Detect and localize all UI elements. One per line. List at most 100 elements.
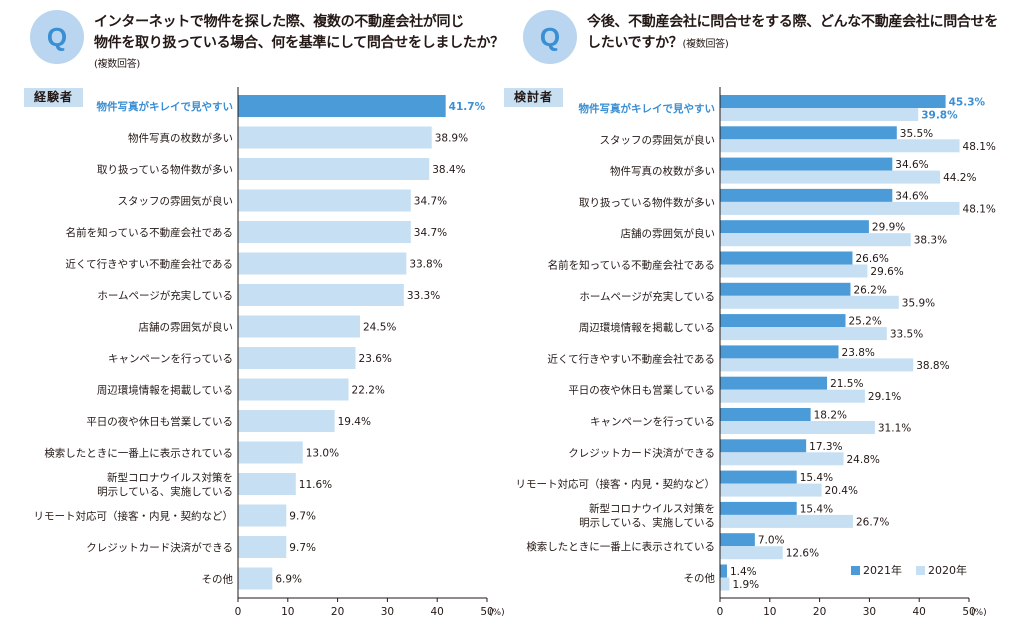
category-label: 明示している、実施している — [579, 516, 715, 529]
bar — [720, 564, 727, 578]
bar — [720, 483, 822, 497]
data-label: 38.9% — [435, 133, 468, 145]
bar — [238, 284, 404, 306]
legend-item-2021: 2021年 — [851, 562, 902, 578]
bar — [720, 233, 911, 247]
chart-right: 物件写真がキレイで見やすい 45.3%39.8% スタッフの雰囲気が良い 35.5% 4… — [516, 87, 996, 618]
data-label: 12.6% — [786, 548, 819, 560]
bar — [720, 95, 946, 108]
x-tick-label: 20 — [813, 606, 826, 618]
bar — [720, 470, 797, 484]
question-line2: 物件を取り扱っている場合、何を基準にして問合せをしましたか？ — [94, 35, 504, 51]
category-label: 取り扱っている物件数が多い — [97, 163, 233, 176]
question-note: (複数回答) — [94, 59, 141, 70]
bar — [720, 421, 875, 434]
data-label: 13.0% — [306, 448, 339, 460]
bar — [238, 504, 287, 527]
x-tick-label: 30 — [381, 606, 394, 618]
bar — [238, 315, 361, 338]
data-label: 41.7% — [449, 101, 486, 113]
data-label: 26.2% — [853, 284, 886, 296]
category-label: 周辺環境情報を掲載している — [579, 321, 715, 334]
category-label: クレジットカード決済ができる — [568, 446, 715, 459]
question-line1: インターネットで物件を探した際、複数の不動産会社が同じ — [94, 14, 464, 30]
data-label: 25.2% — [848, 316, 881, 328]
category-label: 物件写真がキレイで見やすい — [579, 102, 716, 115]
category-label: スタッフの雰囲気が良い — [600, 133, 716, 146]
category-label: 検索したときに一番上に表示されている — [44, 447, 233, 460]
legend-label-2020: 2020年 — [928, 564, 967, 577]
data-label: 38.4% — [432, 164, 465, 176]
x-tick-label: 0 — [717, 606, 724, 618]
bar — [238, 473, 296, 495]
data-label: 23.6% — [359, 353, 392, 365]
bar — [720, 126, 897, 140]
bar — [720, 170, 941, 184]
question-badge-left: Q — [30, 10, 84, 64]
bar — [238, 410, 335, 432]
category-label: 店舗の雰囲気が良い — [139, 321, 234, 334]
x-axis-unit: (%) — [489, 608, 505, 618]
bar — [720, 201, 960, 215]
category-label: 近くて行きやすい不動産会社である — [65, 258, 233, 271]
bar — [238, 441, 303, 464]
bar — [720, 327, 887, 341]
bar — [720, 314, 846, 328]
data-label: 24.5% — [363, 322, 396, 334]
bar — [238, 347, 356, 369]
bar — [720, 157, 893, 171]
data-label: 23.8% — [842, 347, 875, 359]
x-tick-label: 40 — [913, 606, 926, 618]
bar — [720, 501, 797, 515]
category-label: スタッフの雰囲気が良い — [118, 195, 234, 208]
bar — [238, 567, 273, 590]
data-label: 20.4% — [825, 485, 858, 497]
bar — [238, 221, 411, 243]
question-badge-right: Q — [523, 10, 577, 64]
bar — [720, 439, 807, 453]
data-label: 26.6% — [855, 253, 888, 265]
data-label: 7.0% — [758, 535, 785, 547]
data-label: 21.5% — [830, 378, 863, 390]
group-label-left: 経験者 — [24, 88, 84, 107]
category-label: キャンペーンを行っている — [590, 415, 715, 428]
group-label-right: 検討者 — [504, 88, 564, 107]
data-label: 15.4% — [800, 503, 833, 515]
bar — [720, 376, 828, 390]
data-label: 26.7% — [856, 516, 889, 528]
data-label: 6.9% — [275, 574, 302, 586]
legend-swatch-2020 — [916, 565, 925, 575]
x-tick-label: 40 — [431, 606, 444, 618]
category-label: 新型コロナウイルス対策を — [589, 502, 715, 515]
data-label: 33.5% — [890, 329, 923, 341]
question-text-left: インターネットで物件を探した際、複数の不動産会社が同じ 物件を取り扱っている場合… — [94, 12, 504, 75]
legend-label-2021: 2021年 — [863, 564, 902, 577]
bar — [720, 345, 839, 359]
bar — [720, 282, 851, 296]
bar — [720, 251, 853, 265]
data-label: 35.9% — [902, 297, 935, 309]
bar — [720, 188, 893, 202]
category-label: 物件写真がキレイで見やすい — [97, 100, 234, 113]
data-label: 48.1% — [963, 141, 996, 153]
data-label: 29.6% — [870, 266, 903, 278]
data-label: 45.3% — [949, 97, 986, 109]
bar — [238, 536, 287, 558]
x-tick-label: 10 — [763, 606, 776, 618]
data-label: 9.7% — [289, 542, 316, 554]
data-label: 34.6% — [895, 159, 928, 171]
data-label: 17.3% — [809, 441, 842, 453]
data-label: 33.3% — [407, 290, 440, 302]
data-label: 35.5% — [900, 128, 933, 140]
data-label: 22.2% — [352, 385, 385, 397]
data-label: 48.1% — [963, 203, 996, 215]
bar — [720, 358, 914, 372]
legend: 2021年 2020年 — [851, 562, 967, 578]
chart-left: 物件写真がキレイで見やすい 41.7% 物件写真の枚数が多い 38.9% 取り扱っている… — [34, 87, 505, 618]
category-label: 明示している、実施している — [97, 485, 233, 498]
bar — [720, 546, 783, 560]
category-label: 名前を知っている不動産会社である — [548, 259, 715, 272]
data-label: 24.8% — [847, 454, 880, 466]
data-label: 18.2% — [814, 410, 847, 422]
data-label: 31.1% — [878, 423, 911, 435]
